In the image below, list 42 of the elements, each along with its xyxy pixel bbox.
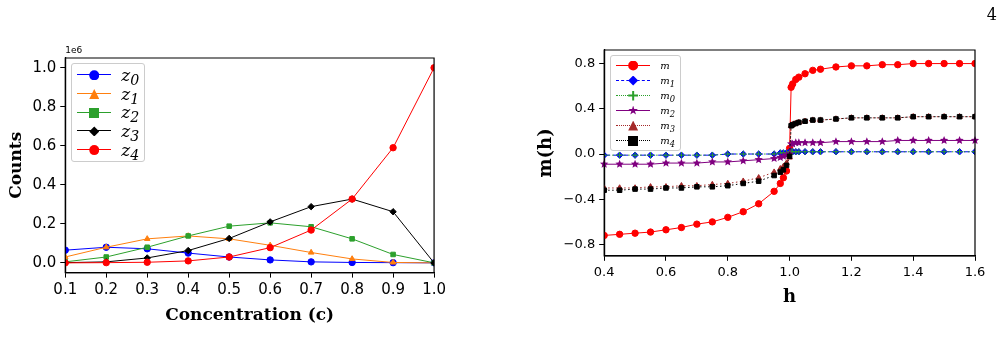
legend-label: z$_{3}$ bbox=[121, 121, 140, 145]
x-tick-label: 0.6 bbox=[655, 263, 677, 279]
x-tick-label: 0.3 bbox=[135, 280, 160, 299]
x-axis-title: Concentration (c) bbox=[165, 304, 335, 325]
y-tick-label: 0.4 bbox=[574, 100, 596, 116]
x-axis-title: h bbox=[783, 284, 797, 306]
x-tick-label: 0.7 bbox=[299, 280, 324, 299]
x-tick-label: 0.2 bbox=[94, 280, 119, 299]
legend-label: m$_{2}$ bbox=[660, 105, 675, 119]
text: 1e6 bbox=[65, 44, 83, 55]
y-tick-label: 0.0 bbox=[32, 252, 57, 271]
legend-label: m$_{1}$ bbox=[660, 75, 675, 89]
legend-label: m$_{0}$ bbox=[660, 90, 675, 104]
x-tick-label: 0.6 bbox=[258, 280, 283, 299]
text: 4 bbox=[986, 5, 997, 25]
x-tick-label: 1.6 bbox=[964, 263, 986, 279]
x-tick-label: 0.8 bbox=[717, 263, 739, 279]
x-tick-label: 0.1 bbox=[53, 280, 78, 299]
y-tick-label: −0.8 bbox=[563, 235, 596, 251]
x-tick-label: 0.8 bbox=[340, 280, 365, 299]
y-tick-label: 0.8 bbox=[574, 54, 596, 70]
x-tick-label: 0.5 bbox=[217, 280, 242, 299]
legend-label: m bbox=[660, 60, 670, 71]
x-tick-label: 0.9 bbox=[381, 280, 406, 299]
x-tick-label: 1.0 bbox=[779, 263, 800, 279]
y-axis-title: m(h) bbox=[534, 128, 556, 178]
y-tick-label: 0.2 bbox=[32, 213, 57, 232]
y-axis-title: Counts bbox=[4, 131, 25, 199]
x-tick-label: 1.2 bbox=[841, 263, 862, 279]
y-tick-label: 1.0 bbox=[32, 57, 57, 76]
x-tick-label: 0.4 bbox=[593, 263, 615, 279]
y-tick-label: −0.4 bbox=[563, 190, 596, 206]
legend-label: z$_{0}$ bbox=[121, 65, 140, 89]
legend-label: m$_{4}$ bbox=[660, 135, 675, 149]
y-tick-label: 0.8 bbox=[32, 96, 57, 115]
x-tick-label: 1.4 bbox=[902, 263, 924, 279]
x-tick-label: 0.4 bbox=[176, 280, 201, 299]
y-tick-label: 0.4 bbox=[32, 174, 57, 193]
y-tick-label: 0.6 bbox=[32, 135, 57, 154]
x-tick-label: 1.0 bbox=[422, 280, 446, 299]
legend-label: m$_{3}$ bbox=[660, 120, 675, 134]
y-tick-label: 0.0 bbox=[574, 145, 596, 161]
